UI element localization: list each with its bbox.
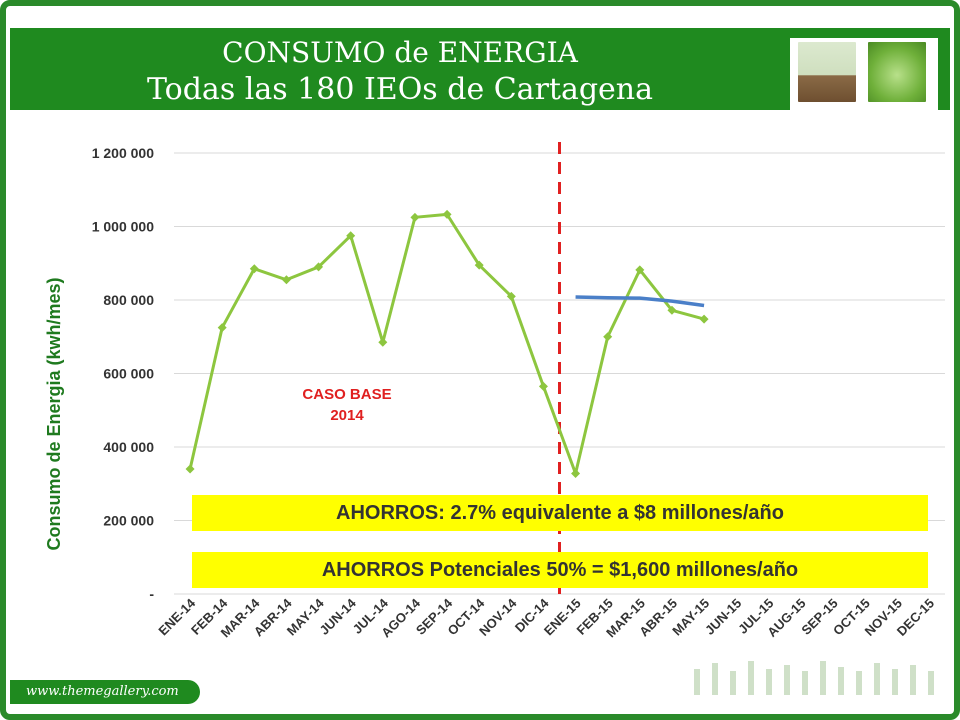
y-tick-label: - — [149, 586, 154, 602]
data-point — [603, 332, 613, 342]
x-tick-label: JUN-15 — [702, 596, 744, 638]
seedling-thumbnail — [796, 40, 858, 104]
data-point — [699, 314, 709, 324]
data-point — [538, 381, 548, 391]
data-point — [346, 231, 356, 241]
y-axis-ticks: - 200 000 400 000 600 000 800 000 1 000 000 1 … — [92, 145, 155, 602]
y-tick-label: 1 200 000 — [92, 145, 154, 161]
data-point — [249, 264, 259, 274]
series-consumption — [185, 209, 709, 478]
data-point — [506, 291, 516, 301]
data-point — [474, 260, 484, 270]
y-axis-label: Consumo de Energia (kwh/mes) — [44, 277, 64, 550]
caso-base-line2: 2014 — [330, 407, 364, 424]
data-point — [217, 323, 227, 333]
y-tick-label: 400 000 — [103, 439, 154, 455]
data-point — [571, 468, 581, 478]
data-point — [281, 275, 291, 285]
title-line-2: Todas las 180 IEOs de Cartagena — [146, 72, 654, 107]
header-accent-bar — [790, 28, 950, 38]
data-point — [410, 212, 420, 222]
data-point — [378, 337, 388, 347]
title-banner: CONSUMO de ENERGIA Todas las 180 IEOs de… — [10, 28, 790, 110]
caso-base-label: CASO BASE 2014 — [292, 384, 402, 426]
y-tick-label: 1 000 000 — [92, 219, 154, 235]
series-trend — [575, 295, 705, 308]
footer-url[interactable]: www.themegallery.com — [26, 684, 179, 699]
data-point — [667, 305, 677, 315]
leaf-thumbnail — [866, 40, 928, 104]
caso-base-line1: CASO BASE — [302, 386, 392, 403]
x-axis-ticks: ENE-14FEB-14MAR-14ABR-14MAY-14JUN-14JUL-… — [155, 595, 937, 640]
ahorros-potenciales-annotation: AHORROS Potenciales 50% = $1,600 millone… — [192, 552, 928, 588]
data-point — [635, 265, 645, 275]
y-tick-label: 200 000 — [103, 513, 154, 529]
y-tick-label: 600 000 — [103, 366, 154, 382]
footer-bar — [10, 680, 200, 704]
data-point — [442, 209, 452, 219]
data-point — [185, 464, 195, 474]
trend-line — [575, 295, 705, 308]
x-tick-label: JUN-14 — [317, 595, 360, 638]
series-line — [188, 212, 705, 475]
y-tick-label: 800 000 — [103, 292, 154, 308]
header-right-strip — [938, 28, 950, 110]
title-line-1: CONSUMO de ENERGIA — [222, 36, 578, 69]
plants-decoration — [694, 661, 934, 695]
data-point — [314, 262, 324, 272]
ahorros-annotation: AHORROS: 2.7% equivalente a $8 millones/… — [192, 495, 928, 531]
